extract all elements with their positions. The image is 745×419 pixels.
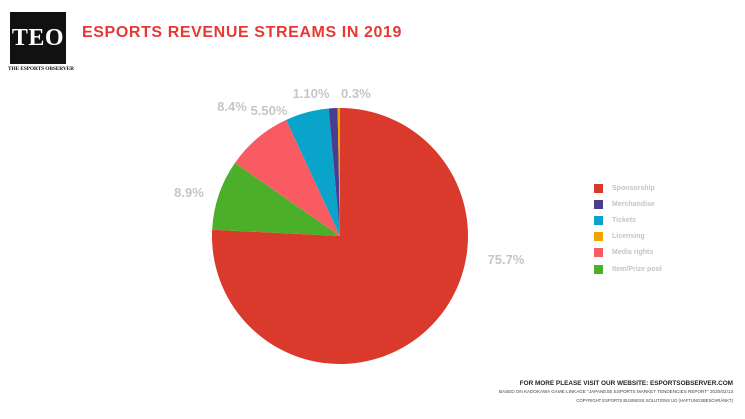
- data-label-media-rights: 8.4%: [217, 99, 247, 114]
- legend-item-item-prize-pool: Item/Prize pool: [594, 261, 662, 277]
- legend-item-licensing: Licensing: [594, 229, 662, 245]
- data-label-item-prize-pool: 8.9%: [174, 185, 204, 200]
- logo-mark: TEO: [10, 12, 66, 64]
- legend-label-licensing: Licensing: [612, 233, 645, 241]
- legend-swatch-licensing: [594, 232, 603, 242]
- data-label-sponsorship: 75.7%: [488, 252, 525, 267]
- data-label-tickets: 5.50%: [251, 103, 288, 118]
- legend-swatch-merchandise: [594, 199, 603, 209]
- footer-website: FOR MORE PLEASE VISIT OUR WEBSITE: ESPOR…: [519, 380, 733, 387]
- legend-item-merchandise: Merchandise: [594, 196, 662, 212]
- legend-item-tickets: Tickets: [594, 212, 662, 228]
- pie-slice-sponsorship: [211, 108, 468, 364]
- data-label-merchandise: 1.10%: [293, 86, 330, 101]
- legend-label-media-rights: Media rights: [612, 249, 654, 257]
- legend-label-sponsorship: Sponsorship: [612, 184, 655, 192]
- legend-swatch-sponsorship: [594, 183, 603, 193]
- footer: FOR MORE PLEASE VISIT OUR WEBSITE: ESPOR…: [499, 380, 733, 403]
- legend-label-item-prize-pool: Item/Prize pool: [612, 265, 662, 273]
- legend: Sponsorship Merchandise Tickets Licensing Me…: [594, 180, 662, 277]
- chart-title: ESPORTS REVENUE STREAMS IN 2019: [82, 24, 403, 41]
- footer-source: BASED ON KADOKAWA GAME LINKAGE "JAPANESE…: [498, 389, 733, 394]
- footer-copyright: COPYRIGHT ESPORTS BUSINESS SOLUTIONS UG …: [576, 398, 733, 403]
- legend-label-tickets: Tickets: [612, 216, 636, 224]
- logo-subtitle: THE ESPORTS OBSERVER: [8, 66, 74, 72]
- logo: TEO THE ESPORTS OBSERVER: [8, 12, 74, 74]
- legend-item-media-rights: Media rights: [594, 245, 662, 261]
- pie-slice-item-prize-pool: [212, 162, 340, 236]
- pie-slice-merchandise: [328, 108, 340, 236]
- legend-swatch-tickets: [594, 215, 603, 225]
- data-label-licensing: 0.3%: [341, 86, 371, 101]
- pie-slice-tickets: [286, 108, 340, 236]
- pie-slice-licensing: [337, 107, 340, 236]
- legend-swatch-item-prize-pool: [594, 264, 603, 274]
- legend-swatch-media-rights: [594, 248, 603, 258]
- legend-item-sponsorship: Sponsorship: [594, 180, 662, 196]
- legend-label-merchandise: Merchandise: [612, 200, 655, 208]
- pie-slice-media-rights: [234, 119, 340, 236]
